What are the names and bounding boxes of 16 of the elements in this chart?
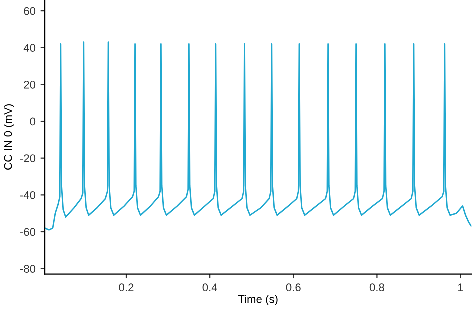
x-axis-title: Time (s) xyxy=(238,295,278,306)
x-tick-label: 0.4 xyxy=(202,284,218,292)
y-tick-label: -60 xyxy=(20,228,36,236)
y-tick-label: -80 xyxy=(20,265,36,273)
x-tick-label: 0.8 xyxy=(370,284,384,292)
y-tick-label: -20 xyxy=(20,154,36,162)
x-tick-label: 0.2 xyxy=(119,284,134,292)
y-tick-label: 60 xyxy=(24,7,36,16)
y-axis-title: CC IN 0 (mV) xyxy=(4,104,14,170)
y-tick-label: 40 xyxy=(24,44,36,52)
x-tick-label: 0.6 xyxy=(286,284,301,292)
y-tick-label: 0 xyxy=(30,118,36,126)
y-tick-label: -40 xyxy=(20,191,36,200)
line-series xyxy=(45,42,472,231)
x-tick-label: 1 xyxy=(458,284,464,292)
y-tick-label: 20 xyxy=(24,80,36,89)
